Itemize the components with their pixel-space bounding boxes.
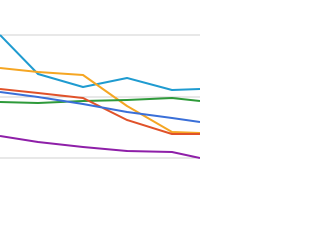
series-line [0,135,200,159]
series-line [0,97,200,104]
series-line [0,67,200,134]
series-line [0,91,200,123]
series-line [0,34,200,91]
chart [0,34,200,159]
